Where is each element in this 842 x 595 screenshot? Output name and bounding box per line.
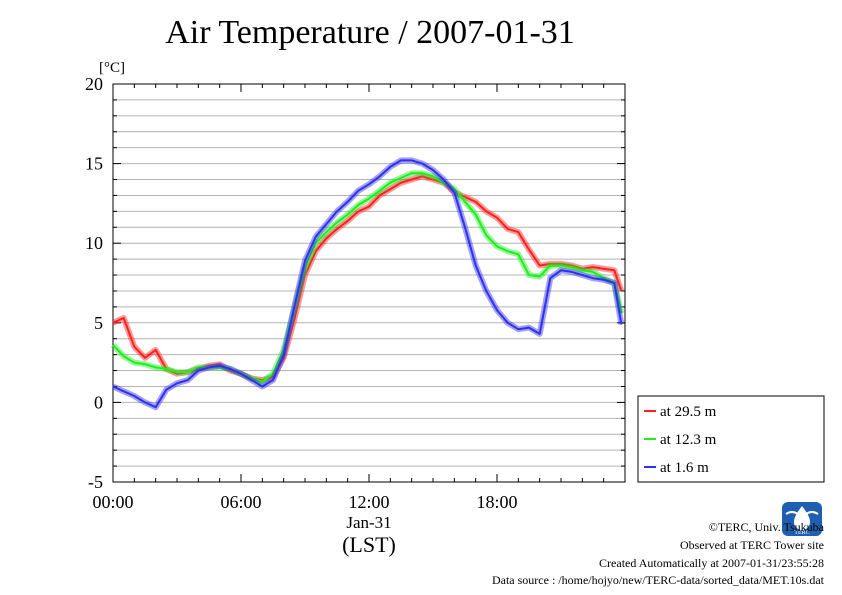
footer-created: Created Automatically at 2007-01-31/23:5… [599, 556, 824, 570]
y-tick-labels: -5 0 5 10 15 20 [85, 74, 103, 492]
y-axis-label: [°C] [99, 60, 125, 76]
y-tick-label: 15 [85, 154, 103, 174]
x-axis-label: (LST) [342, 532, 396, 557]
footer-site: Observed at TERC Tower site [679, 538, 824, 552]
axis-ticks [112, 83, 626, 483]
series-line-2 [112, 159, 623, 409]
x-tick-labels: 00:00 06:00 12:00 18:00 [92, 492, 517, 512]
logo-text: TERC [794, 530, 809, 536]
legend-label: at 12.3 m [660, 432, 717, 448]
footer-source: Data source : /home/hojyo/new/TERC-data/… [491, 573, 824, 587]
y-tick-label: 10 [85, 233, 103, 253]
legend-label: at 1.6 m [660, 460, 709, 476]
grid-lines [113, 99, 625, 467]
chart-title: Air Temperature / 2007-01-31 [165, 14, 575, 51]
series-lines [110, 157, 625, 411]
x-tick-label: 12:00 [348, 492, 389, 512]
legend-label: at 29.5 m [660, 404, 717, 420]
x-date-label: Jan-31 [346, 513, 391, 532]
series-line-0 [112, 175, 623, 382]
y-tick-label: 5 [94, 313, 103, 333]
y-tick-label: 20 [85, 74, 103, 94]
x-tick-label: 06:00 [220, 492, 261, 512]
x-tick-label: 00:00 [92, 492, 133, 512]
footer-copyright: ©TERC, Univ. Tsukuba [708, 520, 824, 534]
x-tick-label: 18:00 [476, 492, 517, 512]
series-line-1 [112, 172, 623, 383]
legend: at 29.5 m at 12.3 m at 1.6 m [637, 395, 825, 483]
y-tick-label: -5 [88, 472, 103, 492]
terc-logo: TERC [782, 502, 822, 536]
legend-box [637, 395, 825, 483]
y-tick-label: 0 [94, 392, 103, 412]
